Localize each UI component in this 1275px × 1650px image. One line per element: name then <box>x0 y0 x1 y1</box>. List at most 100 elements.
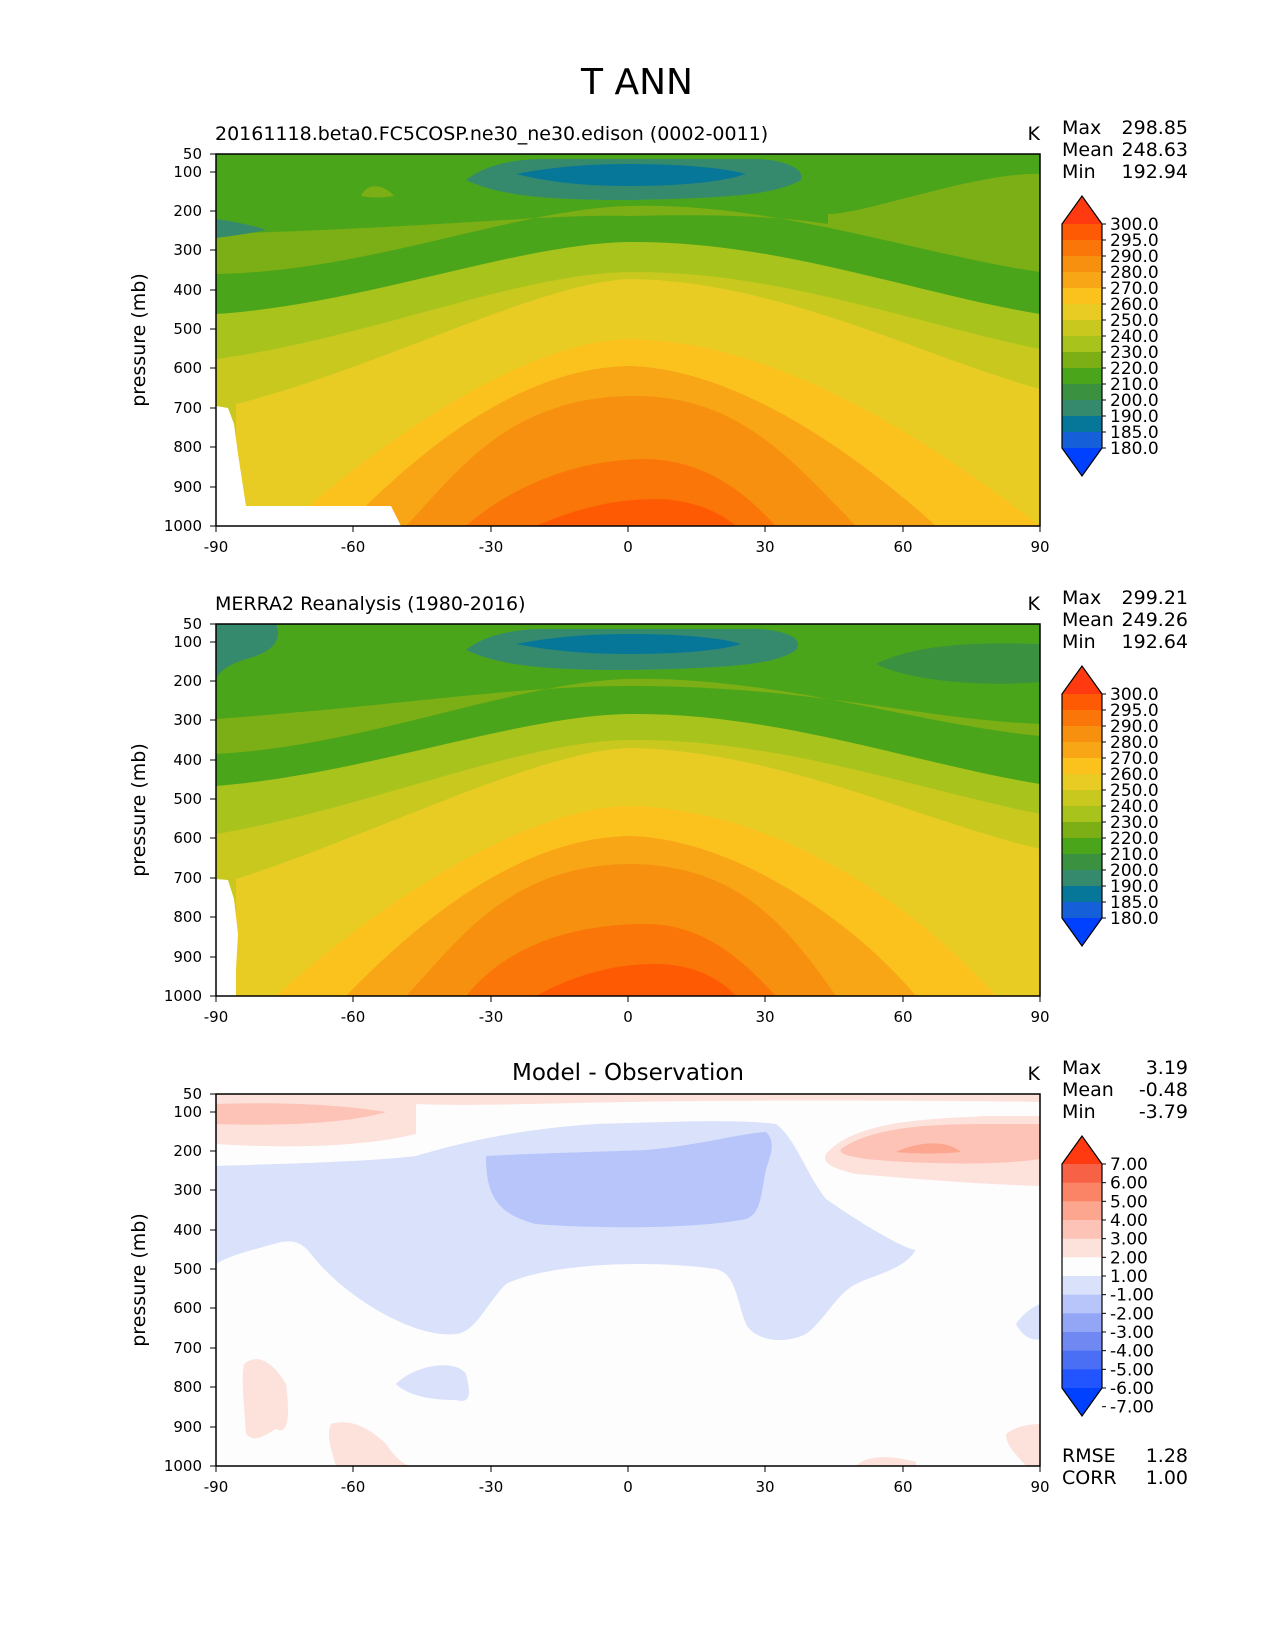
colorbar-band <box>1062 256 1102 273</box>
colorbar-band <box>1062 320 1102 337</box>
colorbar-tick-label: 280.0 <box>1110 263 1159 283</box>
y-tick-label: 500 <box>173 320 202 338</box>
contour-plot <box>216 624 1040 996</box>
stat-mean-label: Mean <box>1062 1079 1114 1101</box>
y-tick-label: 300 <box>173 1181 202 1199</box>
colorbar-band <box>1062 902 1102 919</box>
stat-mean-label: Mean <box>1062 609 1114 631</box>
y-axis: 50 100 200 300 400 500 600 700 800 900 1… <box>164 1085 216 1475</box>
stat-mean-value: -0.48 <box>1139 1079 1188 1101</box>
colorbar-tick-label: 210.0 <box>1110 845 1159 865</box>
stat-max-value: 298.85 <box>1122 117 1188 139</box>
x-tick-label: 90 <box>1030 1478 1049 1496</box>
contour-band <box>1016 1304 1040 1340</box>
colorbar-band <box>1062 304 1102 321</box>
x-tick-label: 30 <box>755 1008 774 1026</box>
colorbar-band <box>1062 1164 1102 1184</box>
colorbar-band <box>1062 288 1102 305</box>
colorbar-tick-label: 260.0 <box>1110 765 1159 785</box>
colorbar-tick-label: -7.00 <box>1110 1398 1154 1418</box>
y-tick-label: 600 <box>173 1299 202 1317</box>
panel-title: MERRA2 Reanalysis (1980-2016) <box>215 593 526 615</box>
x-tick-label: -30 <box>479 1008 504 1026</box>
colorbar-band <box>1062 742 1102 759</box>
y-tick-label: 700 <box>173 869 202 887</box>
y-tick-label: 700 <box>173 1339 202 1357</box>
contour-band <box>216 406 401 526</box>
y-tick-label: 900 <box>173 1418 202 1436</box>
colorbar-band <box>1062 1201 1102 1221</box>
contour-band <box>216 219 266 238</box>
y-tick-label: 50 <box>183 1085 202 1103</box>
x-axis: -90 -60 -30 0 30 60 90 <box>204 526 1050 556</box>
stat-rmse-value: 1.28 <box>1146 1445 1188 1467</box>
contour-band <box>1006 1424 1040 1466</box>
colorbar-tick-label: -2.00 <box>1110 1304 1154 1324</box>
colorbar-band <box>1062 1369 1102 1389</box>
colorbar-tick-label: 190.0 <box>1110 407 1159 427</box>
x-tick-label: 0 <box>623 1478 633 1496</box>
colorbar-tick-label: 190.0 <box>1110 877 1159 897</box>
colorbar-tick-label: 300.0 <box>1110 215 1159 235</box>
colorbar-band <box>1062 1332 1102 1352</box>
contour-band <box>242 1359 288 1439</box>
colorbar-tick-label: 250.0 <box>1110 781 1159 801</box>
colorbar-extend-max <box>1062 1136 1102 1164</box>
colorbar-tick-label: 240.0 <box>1110 327 1159 347</box>
contour-band <box>876 643 1040 684</box>
y-tick-label: 300 <box>173 241 202 259</box>
stat-min-value: 192.64 <box>1122 631 1188 653</box>
contour-band <box>216 1103 386 1125</box>
y-tick-label: 50 <box>183 615 202 633</box>
colorbar-band <box>1062 870 1102 887</box>
x-tick-label: 30 <box>755 538 774 556</box>
stat-max-label: Max <box>1062 117 1101 139</box>
colorbar-band <box>1062 758 1102 775</box>
colorbar-band <box>1062 1238 1102 1258</box>
y-tick-label: 800 <box>173 1378 202 1396</box>
x-axis: -90 -60 -30 0 30 60 90 <box>204 1466 1050 1496</box>
colorbar-tick-label: 290.0 <box>1110 247 1159 267</box>
colorbar-extend-min <box>1062 918 1102 946</box>
colorbar-band <box>1062 710 1102 727</box>
stat-min-label: Min <box>1062 631 1096 653</box>
colorbar-tick-label: 200.0 <box>1110 861 1159 881</box>
stat-rmse-label: RMSE <box>1062 1445 1116 1467</box>
colorbar-tick-label: 180.0 <box>1110 439 1159 459</box>
y-axis-label: pressure (mb) <box>128 273 150 407</box>
x-tick-label: -90 <box>204 1478 229 1496</box>
colorbar: 7.006.005.004.003.002.001.00-1.00-2.00-3… <box>1061 1134 1154 1418</box>
colorbar-tick-label: 6.00 <box>1110 1174 1148 1194</box>
colorbar-band <box>1062 838 1102 855</box>
contour-band <box>216 678 1040 754</box>
colorbar-tick-label: 300.0 <box>1110 685 1159 705</box>
y-tick-label: 100 <box>173 633 202 651</box>
colorbar-tick-label: -6.00 <box>1110 1379 1154 1399</box>
colorbar-tick-label: 230.0 <box>1110 813 1159 833</box>
x-tick-label: -60 <box>341 1478 366 1496</box>
colorbar-tick-label: 3.00 <box>1110 1230 1148 1250</box>
x-tick-label: -30 <box>479 1478 504 1496</box>
x-tick-label: -60 <box>341 538 366 556</box>
colorbar-extend-min <box>1062 448 1102 476</box>
y-axis-label: pressure (mb) <box>128 1213 150 1347</box>
colorbar-band <box>1062 726 1102 743</box>
units-label: K <box>1028 1063 1041 1085</box>
x-tick-label: 90 <box>1030 538 1049 556</box>
colorbar-band <box>1062 1257 1102 1277</box>
colorbar: 300.0295.0290.0280.0270.0260.0250.0240.0… <box>1061 194 1159 478</box>
colorbar-band <box>1062 1220 1102 1240</box>
colorbar-tick-label: 280.0 <box>1110 733 1159 753</box>
colorbar-tick-label: 295.0 <box>1110 701 1159 721</box>
colorbar-tick-label: 200.0 <box>1110 391 1159 411</box>
y-tick-label: 400 <box>173 751 202 769</box>
colorbar-band <box>1062 240 1102 257</box>
colorbar-band <box>1062 352 1102 369</box>
contour-band <box>328 1422 411 1466</box>
stat-mean-value: 248.63 <box>1122 139 1188 161</box>
stat-min-value: -3.79 <box>1139 1101 1188 1123</box>
y-axis: 50 100 200 300 400 500 600 700 800 900 1… <box>164 615 216 1005</box>
panel-diff: Model - Observation K Max 3.19 Mean -0.4… <box>128 1057 1188 1496</box>
y-tick-label: 100 <box>173 163 202 181</box>
